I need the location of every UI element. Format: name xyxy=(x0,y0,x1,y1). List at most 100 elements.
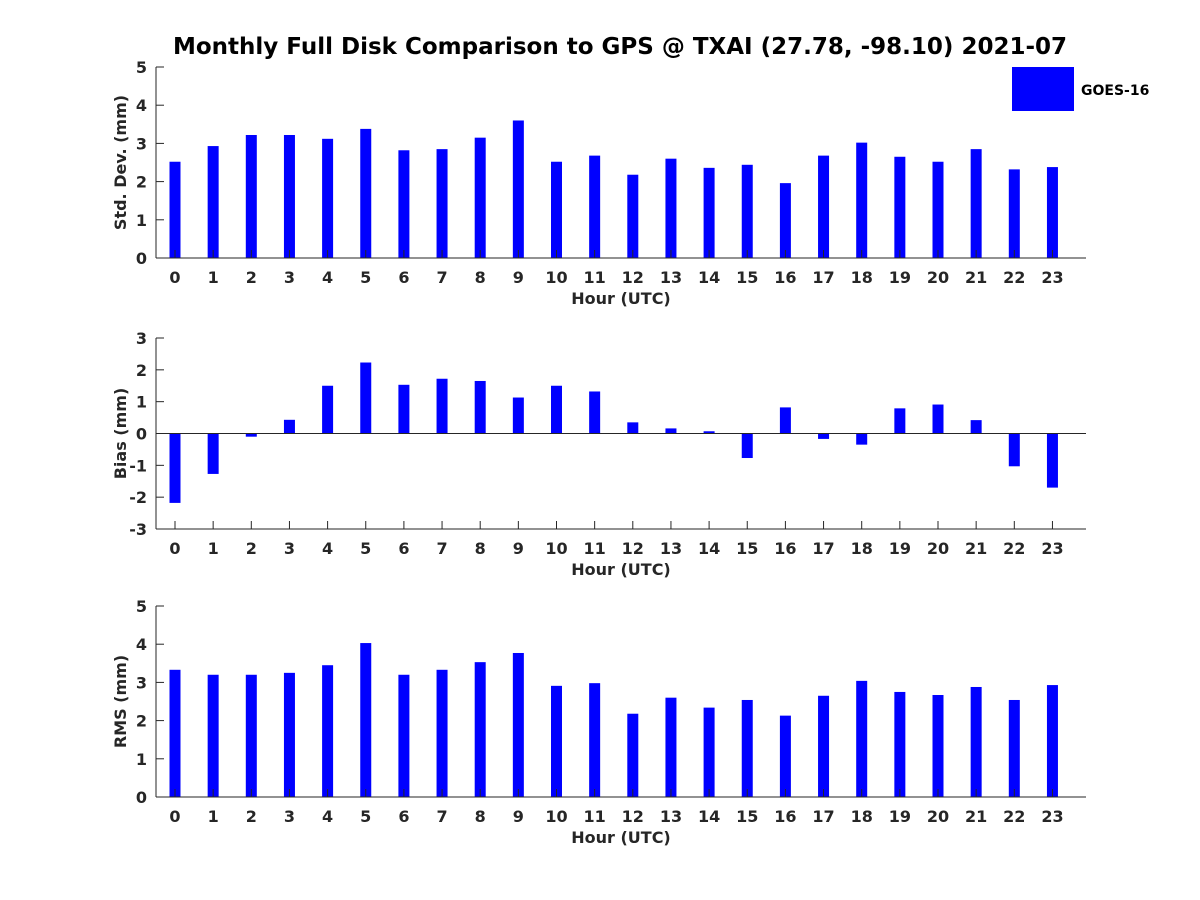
x-tick-label: 9 xyxy=(513,539,524,558)
x-axis-label: Hour (UTC) xyxy=(571,560,671,579)
x-tick-label: 9 xyxy=(513,268,524,287)
bar xyxy=(551,685,562,797)
x-tick-label: 20 xyxy=(927,268,949,287)
x-tick-label: 6 xyxy=(398,539,409,558)
y-tick-label: 0 xyxy=(136,788,147,807)
y-axis-label: Std. Dev. (mm) xyxy=(111,95,130,230)
bar xyxy=(1046,685,1058,797)
bar xyxy=(970,420,982,434)
x-tick-label: 19 xyxy=(889,807,911,826)
x-tick-label: 21 xyxy=(965,539,987,558)
bar xyxy=(932,161,944,258)
bar xyxy=(589,683,601,797)
y-tick-label: 5 xyxy=(136,597,147,616)
x-tick-label: 4 xyxy=(322,807,333,826)
x-tick-label: 23 xyxy=(1041,539,1063,558)
y-tick-label: 4 xyxy=(136,635,147,654)
bar xyxy=(283,134,295,258)
bar xyxy=(932,404,944,434)
bar xyxy=(360,643,372,797)
x-tick-label: 0 xyxy=(169,539,180,558)
bar xyxy=(245,433,257,437)
bar xyxy=(207,433,219,474)
x-tick-label: 10 xyxy=(545,268,567,287)
bar xyxy=(665,697,677,797)
bar xyxy=(398,150,410,258)
y-axis-label: Bias (mm) xyxy=(111,388,130,480)
y-tick-label: 2 xyxy=(136,173,147,192)
bar xyxy=(818,433,830,439)
bar xyxy=(207,146,219,258)
bar xyxy=(245,674,257,797)
bar xyxy=(627,422,639,434)
x-tick-label: 16 xyxy=(774,539,796,558)
bar xyxy=(627,174,639,258)
bar xyxy=(436,378,448,434)
bar xyxy=(360,362,372,434)
x-tick-label: 12 xyxy=(622,268,644,287)
x-tick-label: 1 xyxy=(208,807,219,826)
x-tick-label: 17 xyxy=(812,268,834,287)
bar xyxy=(627,713,639,797)
bar xyxy=(741,699,753,797)
bar xyxy=(512,652,524,797)
bar xyxy=(1008,169,1020,258)
bar xyxy=(932,695,944,797)
bar xyxy=(512,120,524,258)
chart-title: Monthly Full Disk Comparison to GPS @ TX… xyxy=(173,34,1067,60)
y-axis-label: RMS (mm) xyxy=(111,655,130,748)
x-tick-label: 0 xyxy=(169,807,180,826)
x-tick-label: 19 xyxy=(889,539,911,558)
bar xyxy=(589,391,601,434)
x-tick-label: 3 xyxy=(284,539,295,558)
bar xyxy=(169,669,181,797)
x-tick-label: 22 xyxy=(1003,268,1025,287)
y-tick-label: 3 xyxy=(136,329,147,348)
y-tick-label: -3 xyxy=(129,520,147,539)
bar xyxy=(894,691,906,797)
legend-swatch xyxy=(1012,67,1074,111)
bar xyxy=(894,156,906,258)
y-tick-label: -1 xyxy=(129,456,147,475)
x-tick-label: 17 xyxy=(812,539,834,558)
bar xyxy=(436,669,448,797)
x-tick-label: 14 xyxy=(698,539,720,558)
y-tick-label: 1 xyxy=(136,211,147,230)
x-axis-label: Hour (UTC) xyxy=(571,828,671,847)
bar xyxy=(970,686,982,797)
bar xyxy=(856,142,868,258)
x-tick-label: 2 xyxy=(246,268,257,287)
x-tick-label: 15 xyxy=(736,268,758,287)
x-tick-label: 8 xyxy=(475,539,486,558)
y-tick-label: 0 xyxy=(136,425,147,444)
x-tick-label: 22 xyxy=(1003,807,1025,826)
x-tick-label: 14 xyxy=(698,268,720,287)
y-tick-label: 1 xyxy=(136,750,147,769)
x-tick-label: 12 xyxy=(622,539,644,558)
x-axis-label: Hour (UTC) xyxy=(571,289,671,308)
bar xyxy=(1008,433,1020,467)
x-tick-label: 4 xyxy=(322,268,333,287)
x-tick-label: 16 xyxy=(774,268,796,287)
x-tick-label: 18 xyxy=(851,539,873,558)
x-tick-label: 2 xyxy=(246,807,257,826)
x-tick-label: 3 xyxy=(284,268,295,287)
x-tick-label: 14 xyxy=(698,807,720,826)
x-tick-label: 7 xyxy=(436,807,447,826)
bar xyxy=(703,707,715,797)
legend-label: GOES-16 xyxy=(1081,83,1149,99)
bar xyxy=(665,158,677,258)
bar xyxy=(398,674,410,797)
x-tick-label: 8 xyxy=(475,807,486,826)
x-tick-label: 6 xyxy=(398,268,409,287)
y-tick-label: 5 xyxy=(136,58,147,77)
x-tick-label: 21 xyxy=(965,807,987,826)
bar xyxy=(818,155,830,258)
bar xyxy=(322,385,334,434)
bar xyxy=(474,380,486,434)
bar xyxy=(970,149,982,258)
x-tick-label: 1 xyxy=(208,268,219,287)
